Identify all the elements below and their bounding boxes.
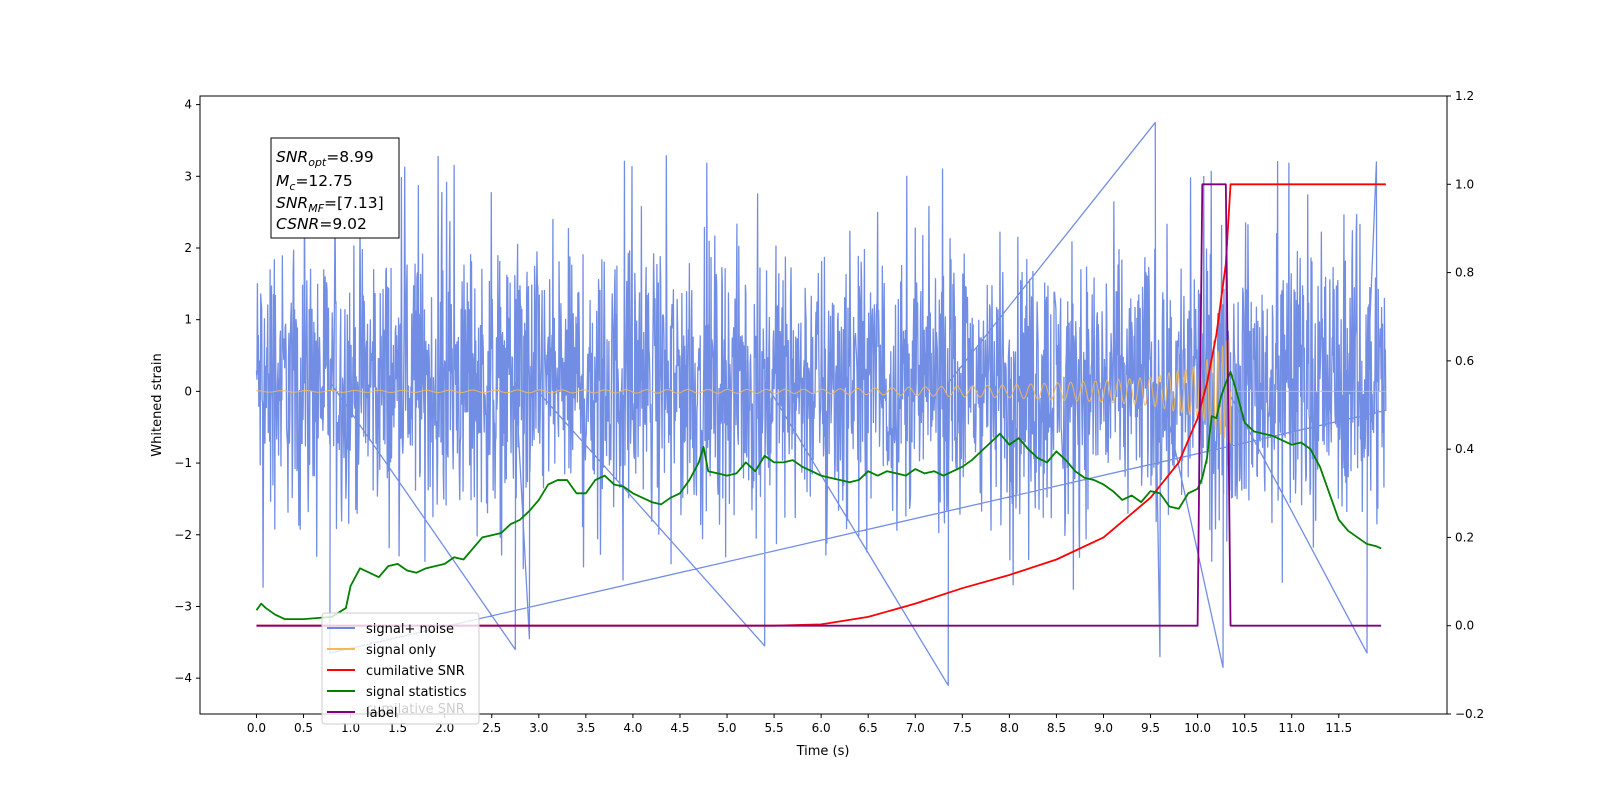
x-tick-label: 5.5 <box>765 721 784 735</box>
x-tick-label: 3.0 <box>529 721 548 735</box>
x-tick-label: 7.5 <box>953 721 972 735</box>
x-tick-label: 7.0 <box>906 721 925 735</box>
x-tick-label: 3.5 <box>576 721 595 735</box>
x-tick-label: 11.0 <box>1278 721 1305 735</box>
y-right-tick-label: −0.2 <box>1455 707 1484 721</box>
series-signal-only <box>256 340 1386 445</box>
legend-frame <box>321 612 480 725</box>
y-right-tick-label: 0.8 <box>1455 266 1474 280</box>
stat-mc: Mc=12.75 <box>276 172 353 193</box>
x-tick-label: 4.5 <box>670 721 689 735</box>
x-tick-label: 2.5 <box>482 721 501 735</box>
legend: cumilative SNR signal+ noise signal only c… <box>321 612 480 725</box>
x-axis: 0.0 0.5 1.0 1.5 2.0 2.5 3.0 3.5 4.0 4.5 5.0 5.5 6.0 6… <box>247 714 1352 735</box>
legend-label: signal+ noise <box>366 622 454 637</box>
legend-label: label <box>366 706 397 721</box>
y-right-tick-label: 0.6 <box>1455 354 1474 368</box>
legend-label: cumilative SNR <box>366 664 465 679</box>
y-left-tick-label: 2 <box>184 241 192 255</box>
y-right-tick-label: 0.0 <box>1455 619 1474 633</box>
series-label <box>256 183 1382 627</box>
x-tick-label: 4.0 <box>623 721 642 735</box>
x-tick-label: 8.0 <box>1000 721 1019 735</box>
x-tick-label: 0.5 <box>294 721 313 735</box>
y-left-tick-label: 1 <box>184 313 192 327</box>
x-tick-label: 8.5 <box>1047 721 1066 735</box>
stat-csnr: CSNR=9.02 <box>276 215 367 233</box>
y-left-tick-label: −1 <box>174 456 192 470</box>
legend-label: signal statistics <box>366 685 467 700</box>
plot-frame <box>199 95 1448 715</box>
stat-snr-opt: SNRopt=8.99 <box>276 148 374 169</box>
y-right-tick-label: 0.2 <box>1455 530 1474 544</box>
y-axis-label: Whitened strain <box>150 353 165 456</box>
y-right-tick-label: 1.2 <box>1455 89 1474 103</box>
y-left-tick-label: 0 <box>184 384 192 398</box>
legend-label: signal only <box>366 643 436 658</box>
stats-box: SNRopt=8.99 Mc=12.75 SNRMF=[7.13] CSNR=9… <box>270 137 400 239</box>
x-axis-label: Time (s) <box>796 744 850 759</box>
x-tick-label: 5.0 <box>717 721 736 735</box>
y-axis-left: −4 −3 −2 −1 0 1 2 3 4 <box>174 98 200 685</box>
y-left-tick-label: 3 <box>184 169 192 183</box>
y-right-tick-label: 1.0 <box>1455 177 1474 191</box>
y-left-tick-label: −4 <box>174 671 192 685</box>
stats-box-frame <box>270 137 400 239</box>
y-left-tick-label: −3 <box>174 599 192 613</box>
x-tick-label: 6.5 <box>859 721 878 735</box>
series-layer <box>255 121 1387 686</box>
series-cumilative-snr <box>256 183 1386 627</box>
x-tick-label: 9.0 <box>1094 721 1113 735</box>
y-right-tick-label: 0.4 <box>1455 442 1474 456</box>
x-tick-label: 6.0 <box>812 721 831 735</box>
series-signal-statistics <box>255 370 1382 620</box>
x-tick-label: 11.5 <box>1325 721 1352 735</box>
y-left-tick-label: −2 <box>174 528 192 542</box>
y-axis-right: −0.2 0.0 0.2 0.4 0.6 0.8 1.0 1.2 <box>1447 89 1484 721</box>
x-tick-label: 10.0 <box>1184 721 1211 735</box>
legend-ghost-text: cumilative SNR <box>366 702 465 717</box>
y-left-tick-label: 4 <box>184 98 192 112</box>
x-tick-label: 9.5 <box>1141 721 1160 735</box>
x-tick-label: 0.0 <box>247 721 266 735</box>
stat-snr-mf: SNRMF=[7.13] <box>276 194 384 215</box>
legend-entries: signal+ noise signal only cumilative SNR si… <box>327 622 467 721</box>
x-tick-label: 10.5 <box>1231 721 1258 735</box>
